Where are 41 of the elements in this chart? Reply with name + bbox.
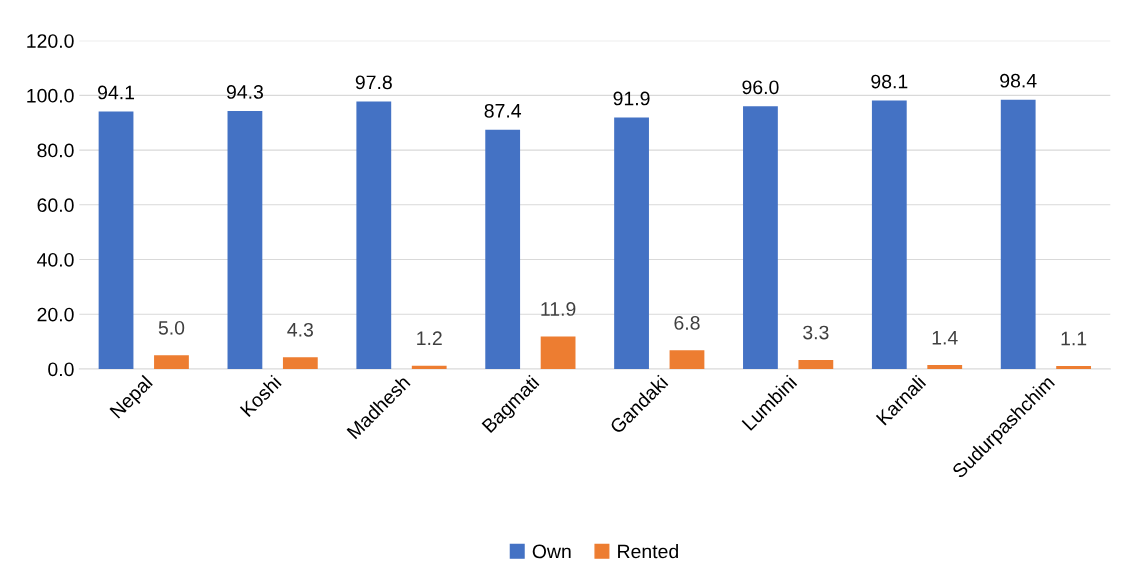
y-tick-label: 80.0 xyxy=(37,143,74,158)
bar xyxy=(356,101,392,369)
y-tick-label: 60.0 xyxy=(37,198,74,213)
y-tick-label: 0.0 xyxy=(48,362,74,377)
data-label: 11.9 xyxy=(541,302,576,316)
data-label: 98.4 xyxy=(1000,73,1037,88)
data-label: 5.0 xyxy=(158,320,185,335)
data-label: 6.8 xyxy=(674,316,700,330)
bar xyxy=(154,355,189,369)
y-tick-label: 20.0 xyxy=(37,307,74,322)
bar xyxy=(871,100,907,369)
data-label: 94.3 xyxy=(226,85,263,99)
bar xyxy=(798,359,834,369)
bar xyxy=(1056,365,1092,369)
data-label: 94.1 xyxy=(98,85,135,100)
y-tick-label: 100.0 xyxy=(27,88,74,103)
legend-label: Own xyxy=(532,544,571,559)
data-label: 1.1 xyxy=(1061,331,1087,346)
bar xyxy=(669,350,705,369)
bar xyxy=(614,117,649,369)
bar xyxy=(540,336,576,369)
data-label: 1.2 xyxy=(417,331,442,345)
data-label: 3.3 xyxy=(803,325,829,340)
data-label: 91.9 xyxy=(613,91,650,106)
bar xyxy=(1000,99,1036,369)
legend-label: Rented xyxy=(618,544,678,559)
data-label: 98.1 xyxy=(871,74,908,89)
bar xyxy=(98,111,134,369)
data-label: 97.8 xyxy=(355,75,392,90)
data-label: 4.3 xyxy=(287,322,313,337)
bar xyxy=(485,129,521,369)
data-label: 96.0 xyxy=(742,80,779,95)
y-tick-label: 120.0 xyxy=(27,34,74,48)
bar xyxy=(282,357,318,369)
bar xyxy=(227,110,263,369)
data-label: 87.4 xyxy=(484,103,522,118)
bar xyxy=(411,365,447,369)
y-tick-label: 40.0 xyxy=(37,252,74,267)
data-label: 1.4 xyxy=(932,331,958,345)
bar xyxy=(743,106,778,369)
bar xyxy=(927,365,963,369)
